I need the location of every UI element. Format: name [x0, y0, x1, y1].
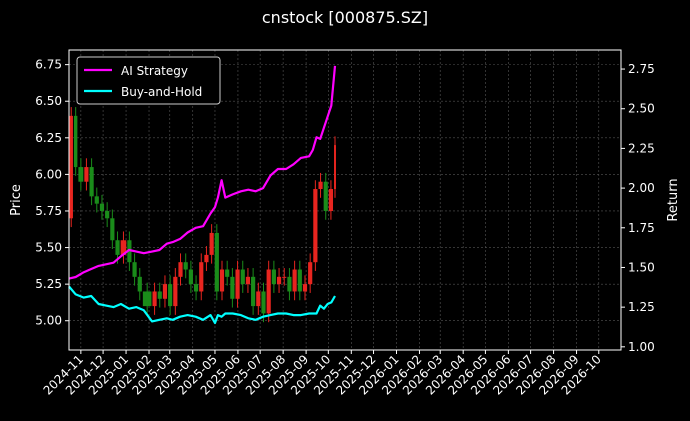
price-candle-body — [261, 291, 266, 314]
price-candle-body — [137, 276, 142, 292]
y-left-tick-label: 5.25 — [35, 277, 62, 291]
price-candle-body — [225, 269, 230, 277]
series-lines — [68, 65, 337, 325]
price-candle-body — [168, 284, 173, 307]
price-candle-body — [84, 167, 89, 182]
y-right-tick-label: 1.75 — [628, 221, 655, 235]
y-right-tick-label: 1.00 — [628, 340, 655, 354]
price-candle-body — [240, 269, 245, 285]
y-left-tick-label: 6.75 — [35, 58, 62, 72]
price-candle-body — [297, 269, 302, 292]
price-candle-body — [173, 276, 178, 307]
price-candle-body — [318, 181, 323, 190]
chart-title: cnstock [000875.SZ] — [261, 8, 429, 27]
price-candle-body — [78, 167, 84, 182]
price-candle-body — [132, 262, 137, 277]
price-candle-body — [271, 269, 276, 285]
price-candle-body — [276, 276, 282, 285]
price-candle-body — [105, 210, 110, 219]
plot-frame — [68, 49, 622, 351]
price-candle-body — [323, 181, 328, 211]
y-left-tick-label: 6.25 — [35, 131, 62, 145]
y-left-tick-label: 5.00 — [35, 314, 62, 328]
price-candle-body — [209, 232, 214, 255]
legend-label[interactable]: AI Strategy — [121, 64, 188, 78]
price-candle-body — [313, 189, 318, 263]
price-candle-body — [152, 291, 157, 307]
price-candle-body — [282, 276, 287, 278]
y-right-tick-label: 1.50 — [628, 260, 655, 274]
price-candle-body — [328, 189, 334, 211]
y-right-tick-label: 2.25 — [628, 141, 655, 155]
legend-box — [76, 56, 221, 105]
price-candle-body — [115, 240, 120, 255]
price-candle-body — [245, 276, 251, 285]
price-candle-body — [302, 284, 308, 292]
price-candle-body — [127, 240, 132, 263]
price-candle-body — [69, 115, 73, 219]
buy-and-hold-line — [68, 285, 336, 325]
legend-label[interactable]: Buy-and-Hold — [121, 85, 202, 99]
price-candle-body — [230, 276, 235, 299]
y-right-tick-label: 2.00 — [628, 181, 655, 195]
price-candle-body — [99, 203, 105, 211]
price-candle-body — [178, 262, 183, 277]
y-right-tick-label: 2.75 — [628, 62, 655, 76]
price-candle-body — [73, 115, 78, 168]
ai-strategy-line — [68, 65, 337, 280]
price-candle-body — [292, 269, 297, 292]
y-left-tick-label: 5.75 — [35, 204, 62, 218]
price-candle-body — [162, 284, 168, 299]
price-candle-body — [120, 240, 127, 255]
price-candle-body — [188, 269, 193, 285]
y-left-axis-label: Price — [9, 184, 24, 216]
y-right-axis-label: Return — [666, 178, 681, 221]
price-candle-body — [110, 218, 115, 241]
price-candle-body — [308, 262, 313, 285]
grid — [69, 50, 621, 350]
y-left-tick-label: 5.50 — [35, 241, 62, 255]
price-candle-body — [199, 262, 204, 292]
price-candle-body — [142, 291, 152, 307]
price-candle-body — [94, 196, 99, 204]
axes: 2024-112024-122025-012025-022025-032025-… — [9, 58, 681, 398]
price-candle-body — [251, 276, 256, 307]
price-candle-body — [287, 276, 292, 292]
price-candle-body — [266, 269, 271, 314]
price-candle-body — [235, 269, 240, 299]
price-candles — [69, 107, 336, 323]
y-right-tick-label: 2.50 — [628, 102, 655, 116]
price-candle-body — [183, 262, 188, 270]
price-candle-body — [157, 291, 162, 299]
price-candle-body — [219, 269, 225, 292]
y-left-tick-label: 6.50 — [35, 94, 62, 108]
price-candle-body — [204, 254, 209, 263]
price-candle-body — [334, 145, 336, 190]
price-candle-body — [214, 232, 219, 292]
price-candle-body — [89, 167, 94, 197]
y-left-tick-label: 6.00 — [35, 167, 62, 181]
y-right-tick-label: 1.25 — [628, 300, 655, 314]
price-candle-body — [193, 284, 199, 292]
price-candle-body — [256, 291, 261, 307]
legend[interactable]: AI Strategy Buy-and-Hold — [76, 56, 221, 105]
